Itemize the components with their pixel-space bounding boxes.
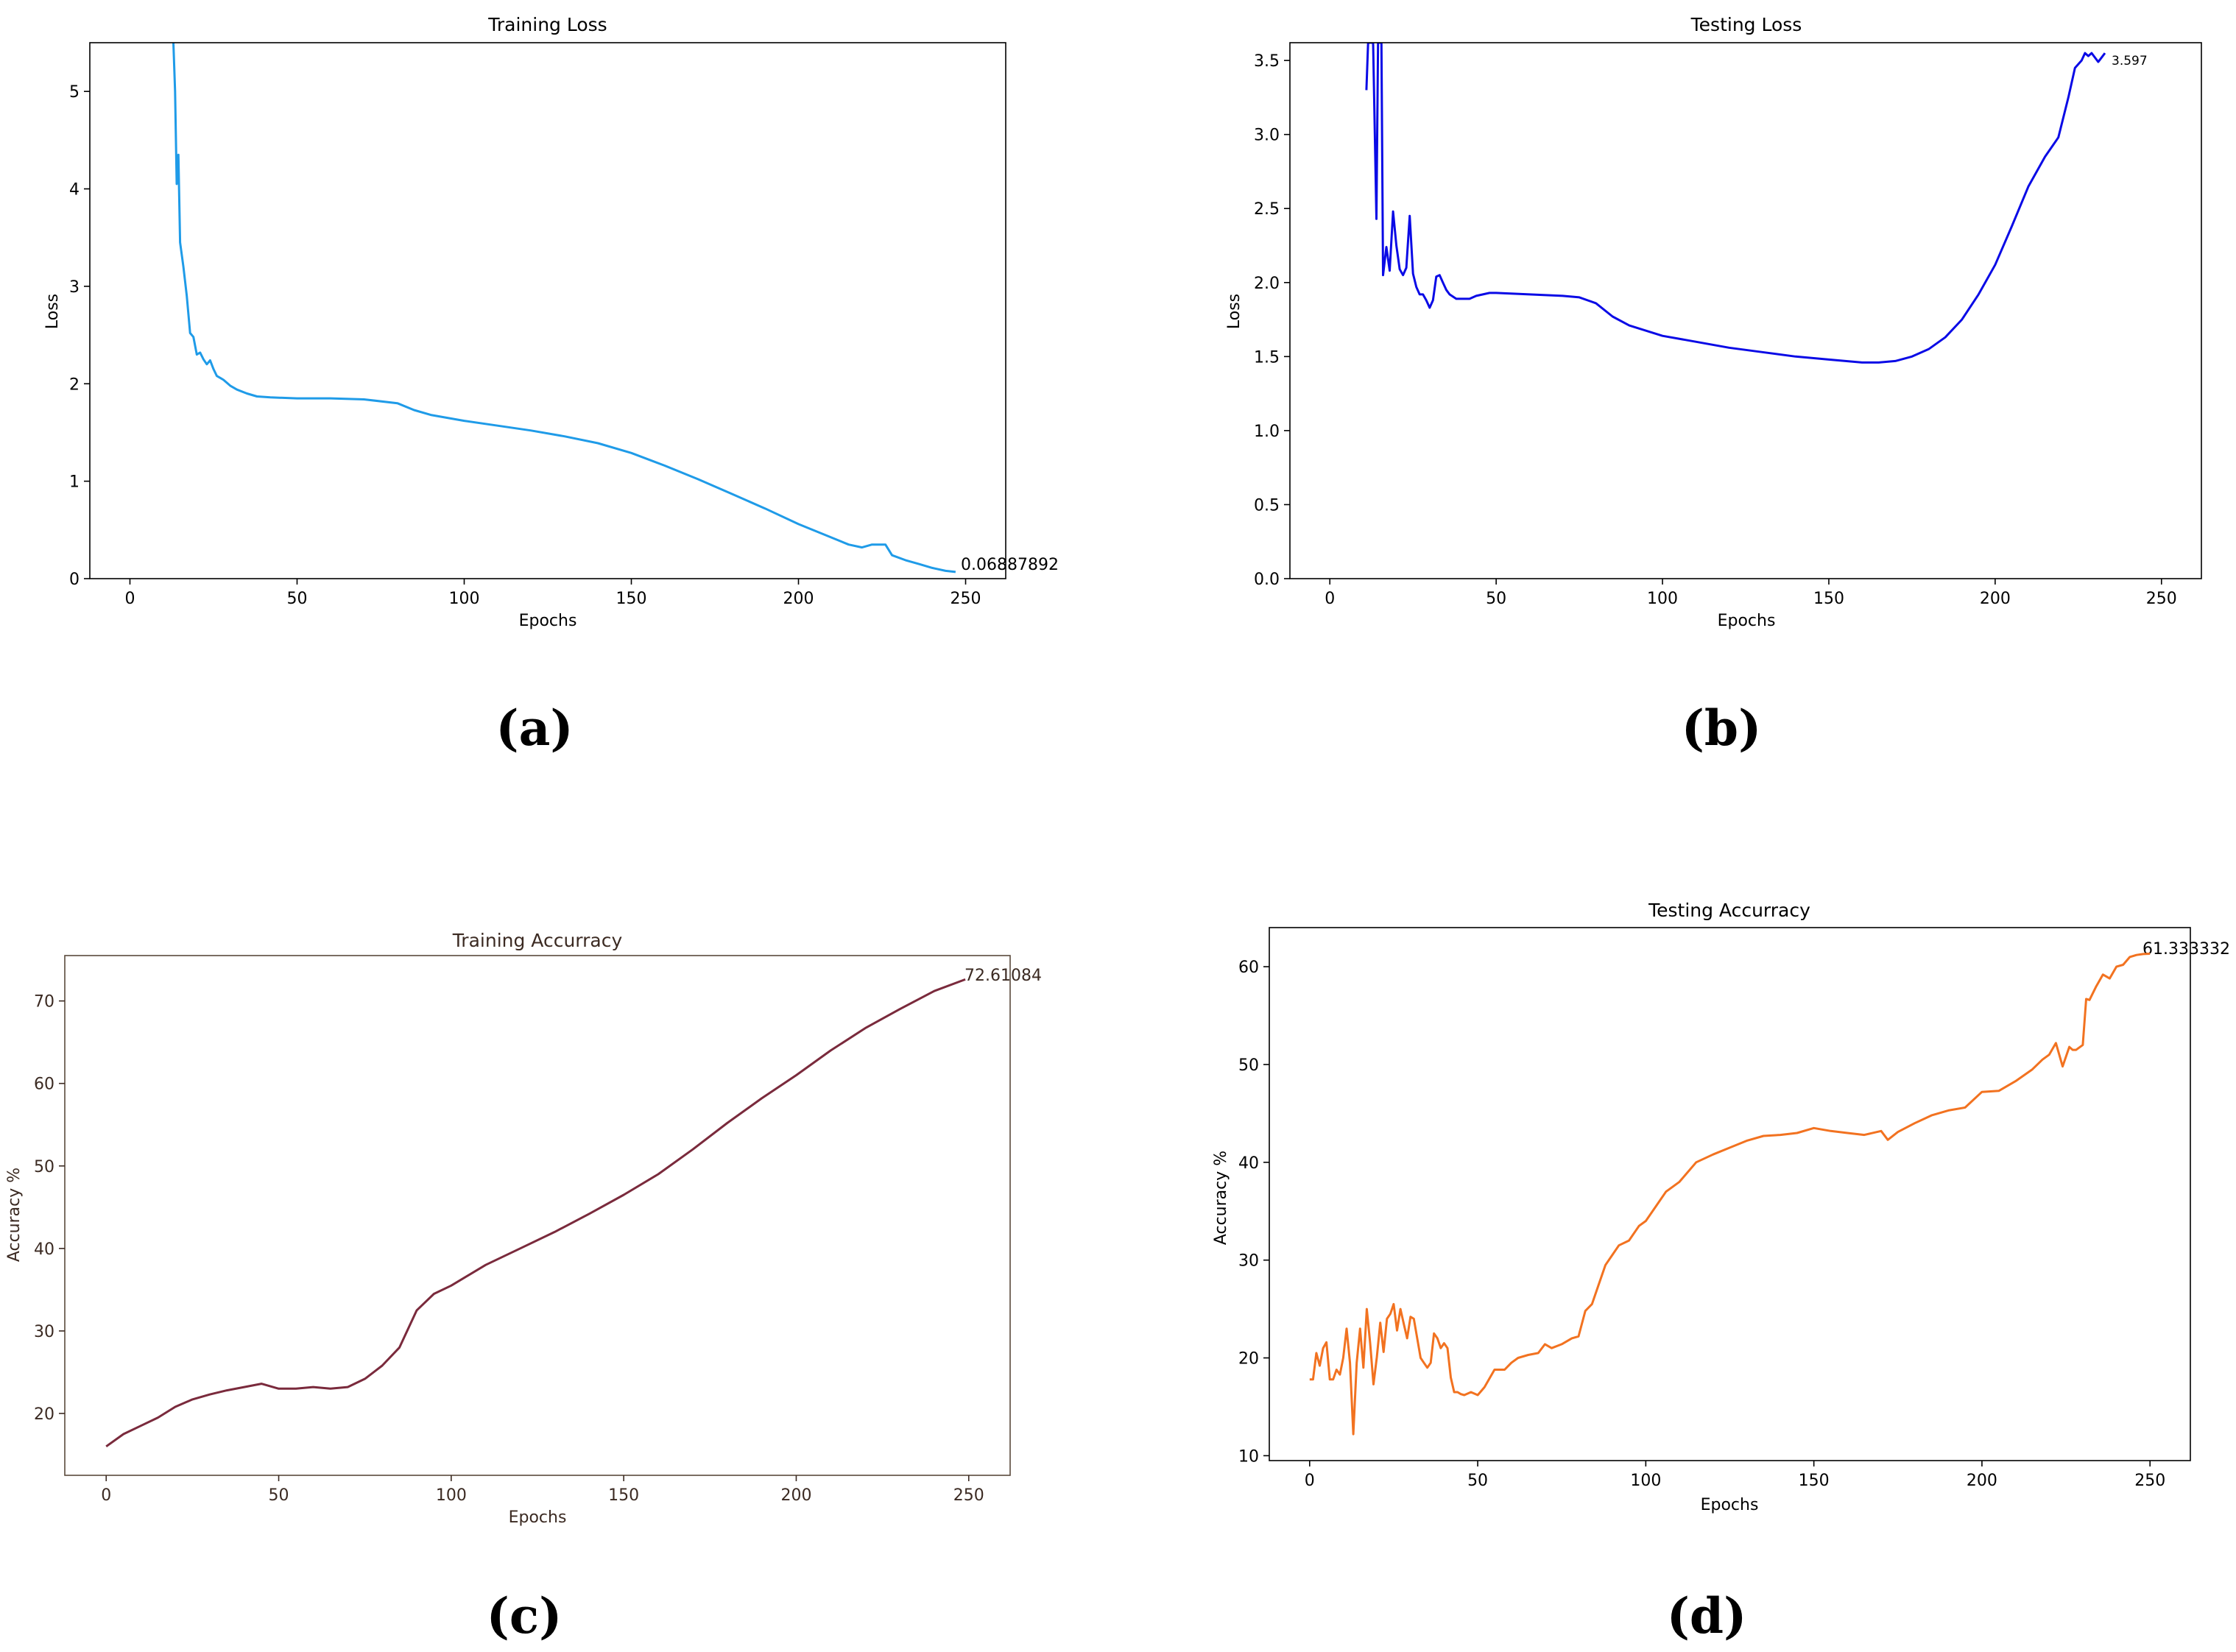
x-tick-label: 50 <box>286 590 307 608</box>
final-value-annotation: 72.61084 <box>964 967 1042 985</box>
y-tick-label: 1 <box>69 473 80 492</box>
y-tick-label: 4 <box>69 181 80 200</box>
y-tick-label: 20 <box>34 1405 54 1424</box>
final-value-annotation: 61.333332 <box>2142 940 2230 959</box>
x-tick-label: 150 <box>1813 590 1844 608</box>
chart-title: Training Accurracy <box>452 930 623 951</box>
caption-a: (a) <box>495 699 573 757</box>
chart-training-accuracy: Training Accurracy Epochs Accuracy % 72.… <box>5 930 1042 1527</box>
x-tick-label: 50 <box>1486 590 1506 608</box>
y-axis-label: Accuracy % <box>1212 1151 1230 1245</box>
caption-b: (b) <box>1682 699 1762 757</box>
x-tick-label: 150 <box>608 1486 639 1505</box>
y-tick-label: 2.5 <box>1254 200 1280 219</box>
y-tick-label: 1.5 <box>1254 348 1280 367</box>
x-tick-label: 200 <box>780 1486 811 1505</box>
x-tick-label: 200 <box>783 590 814 608</box>
y-tick-label: 0.0 <box>1254 571 1280 589</box>
chart-title: Training Loss <box>487 14 607 35</box>
y-tick-label: 40 <box>34 1240 54 1259</box>
x-axis-label: Epochs <box>519 612 577 630</box>
x-tick-label: 50 <box>1467 1472 1488 1490</box>
x-tick-label: 100 <box>1630 1472 1661 1490</box>
y-tick-label: 40 <box>1238 1154 1259 1173</box>
y-tick-label: 10 <box>1238 1447 1259 1466</box>
y-axis-label: Loss <box>1225 294 1244 329</box>
chart-testing-accuracy: Testing Accurracy Epochs Accuracy % 61.3… <box>1212 900 2230 1514</box>
y-axis-label: Loss <box>43 294 62 329</box>
y-tick-label: 60 <box>34 1076 54 1094</box>
y-tick-label: 50 <box>1238 1056 1259 1075</box>
chart-title: Testing Accurracy <box>1648 900 1810 921</box>
chart-training-loss: Training Loss Epochs Loss 0.06887892 0 50… <box>43 14 1059 630</box>
x-tick-label: 100 <box>436 1486 467 1505</box>
y-tick-label: 1.0 <box>1254 423 1280 441</box>
caption-c: (c) <box>487 1587 562 1645</box>
axes-frame <box>64 955 1011 1476</box>
x-tick-label: 50 <box>269 1486 289 1505</box>
series-line <box>1309 953 2151 1436</box>
final-value-annotation: 3.597 <box>2112 54 2148 68</box>
y-tick-label: 60 <box>1238 959 1259 977</box>
y-tick-label: 0 <box>69 571 80 589</box>
y-axis-label: Accuracy % <box>5 1168 24 1262</box>
x-axis-label: Epochs <box>1718 612 1776 630</box>
x-tick-label: 200 <box>1980 590 2011 608</box>
final-value-annotation: 0.06887892 <box>961 556 1059 574</box>
y-tick-label: 0.5 <box>1254 496 1280 515</box>
series-line <box>172 43 956 573</box>
x-axis-label: Epochs <box>1701 1496 1759 1514</box>
x-tick-label: 100 <box>1647 590 1678 608</box>
y-tick-label: 30 <box>1238 1252 1259 1271</box>
axes-frame <box>1269 927 2191 1461</box>
y-tick-label: 3 <box>69 278 80 297</box>
x-tick-label: 0 <box>1305 1472 1315 1490</box>
y-tick-label: 3.5 <box>1254 52 1280 71</box>
x-tick-label: 150 <box>616 590 647 608</box>
plot-marks: 0 50 100 150 200 250 0 1 2 3 4 5 <box>69 42 1006 608</box>
series-line <box>1365 43 2106 364</box>
y-tick-label: 5 <box>69 83 80 102</box>
caption-d: (d) <box>1667 1587 1747 1645</box>
y-tick-label: 2.0 <box>1254 275 1280 293</box>
x-tick-label: 200 <box>1967 1472 1997 1490</box>
x-tick-label: 100 <box>448 590 479 608</box>
axes-frame <box>1289 42 2202 579</box>
axes-frame <box>89 42 1006 579</box>
x-tick-label: 250 <box>2134 1472 2165 1490</box>
y-tick-label: 50 <box>34 1158 54 1176</box>
x-axis-label: Epochs <box>509 1508 567 1527</box>
x-tick-label: 0 <box>124 590 135 608</box>
y-tick-label: 30 <box>34 1323 54 1341</box>
series-line <box>105 978 966 1448</box>
chart-title: Testing Loss <box>1690 14 1802 35</box>
x-tick-label: 0 <box>1325 590 1335 608</box>
plot-marks: 0 50 100 150 200 250 10 20 30 40 50 60 <box>1238 927 2191 1490</box>
y-tick-label: 2 <box>69 375 80 394</box>
y-tick-label: 70 <box>34 993 54 1012</box>
x-tick-label: 0 <box>101 1486 111 1505</box>
y-tick-label: 20 <box>1238 1350 1259 1369</box>
y-tick-label: 3.0 <box>1254 127 1280 145</box>
x-tick-label: 250 <box>953 1486 984 1505</box>
plot-marks: 0 50 100 150 200 250 20 30 40 50 60 70 <box>34 955 1011 1505</box>
plot-marks: 0 50 100 150 200 250 0.0 0.5 1.0 1.5 2.0 2.5 3.0 3.5 <box>1254 42 2202 608</box>
chart-testing-loss: Testing Loss Epochs Loss 3.597 0 50 100 150… <box>1225 14 2202 630</box>
x-tick-label: 250 <box>2146 590 2177 608</box>
x-tick-label: 150 <box>1799 1472 1830 1490</box>
x-tick-label: 250 <box>951 590 981 608</box>
